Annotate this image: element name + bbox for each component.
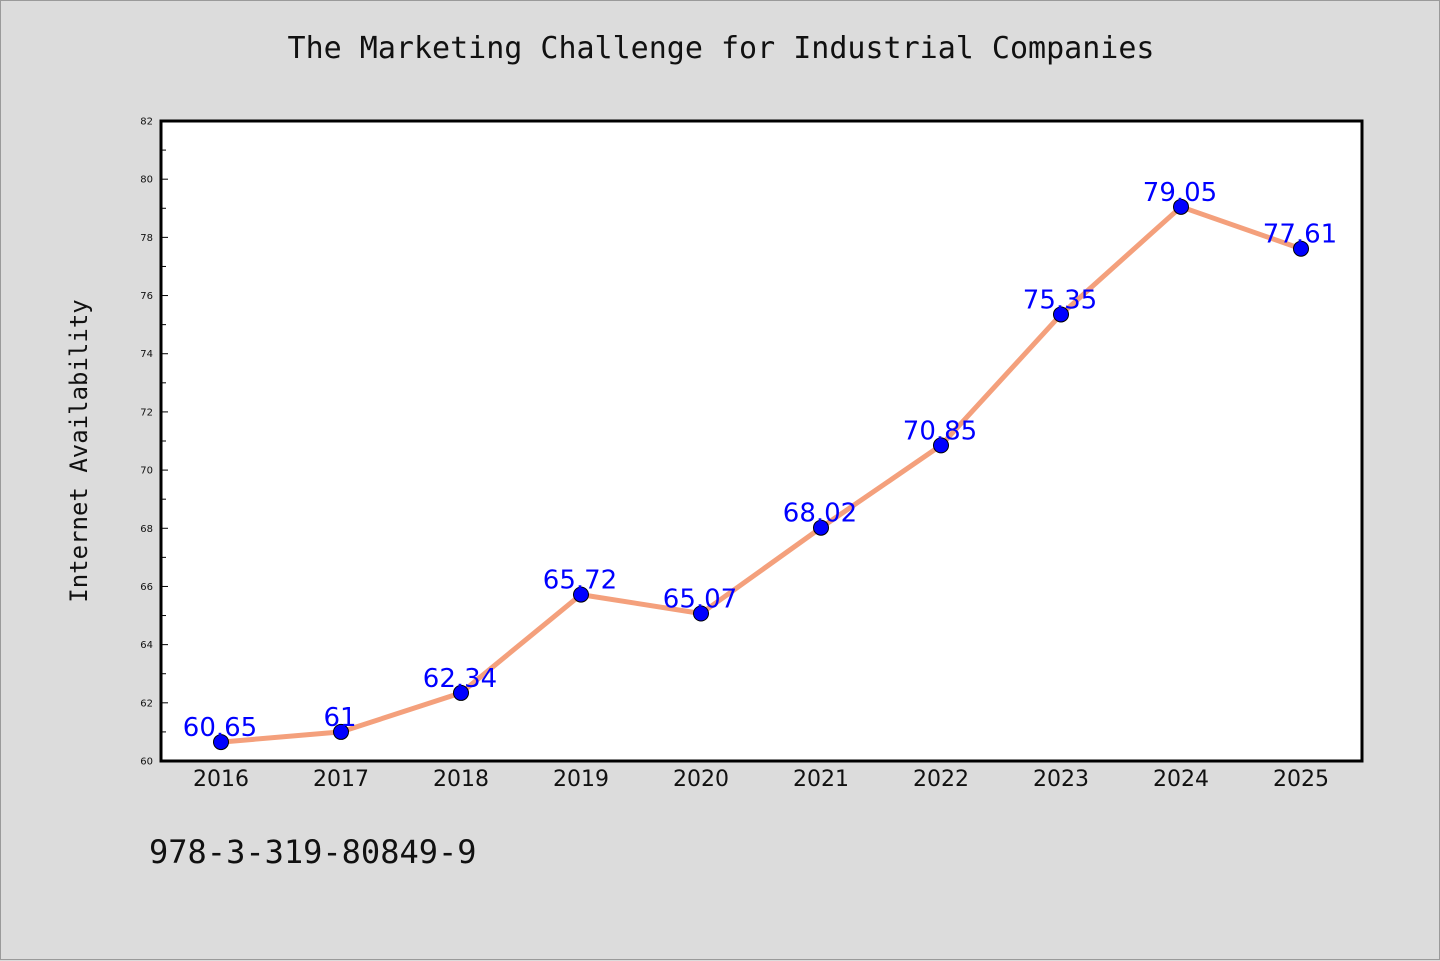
x-tick-label: 2025 (1273, 767, 1329, 792)
y-tick-label: 64 (140, 640, 153, 651)
chart-title: The Marketing Challenge for Industrial C… (287, 31, 1155, 66)
isbn-text: 978-3-319-80849-9 (149, 833, 477, 871)
y-tick-label: 60 (140, 757, 153, 768)
x-tick-label: 2019 (553, 767, 609, 792)
x-tick-label: 2024 (1153, 767, 1209, 792)
y-tick-label: 72 (140, 407, 153, 418)
y-tick-label: 78 (140, 233, 153, 244)
data-label: 70.85 (903, 416, 977, 446)
data-point (1173, 198, 1189, 215)
plot-background (161, 121, 1362, 761)
data-label: 75.35 (1023, 285, 1097, 315)
data-point (933, 437, 949, 454)
x-tick-label: 2018 (433, 767, 489, 792)
x-tick-label: 2016 (193, 767, 249, 792)
data-label: 68.02 (783, 499, 857, 529)
plot-area: 60 62 64 66 68 70 72 74 76 78 80 82 2016 2017 2018 2019… (140, 117, 1364, 792)
y-tick-label: 82 (140, 117, 153, 128)
y-tick-label: 70 (140, 466, 153, 477)
x-tick-label: 2017 (313, 767, 369, 792)
data-label: 62.34 (423, 664, 497, 694)
y-axis-label: Internet Availability (65, 299, 93, 602)
data-point (693, 605, 709, 622)
data-label: 77.61 (1263, 220, 1337, 250)
x-tick-label: 2020 (673, 767, 729, 792)
data-label: 65.72 (543, 566, 617, 596)
data-point (573, 586, 589, 603)
data-label: 61 (323, 703, 356, 733)
data-label: 60.65 (183, 713, 257, 743)
y-tick-label: 66 (140, 582, 153, 593)
data-label: 65.07 (663, 585, 737, 615)
y-tick-label: 80 (140, 175, 153, 186)
y-tick-label: 76 (140, 291, 153, 302)
data-point (453, 684, 469, 701)
data-label: 79.05 (1143, 178, 1217, 208)
x-tick-label: 2021 (793, 767, 849, 792)
data-point (333, 723, 349, 740)
data-point (1053, 306, 1069, 323)
y-tick-label: 62 (140, 698, 153, 709)
series-line (218, 204, 1304, 745)
data-point (213, 734, 229, 751)
x-tick-label: 2023 (1033, 767, 1089, 792)
data-point (1293, 240, 1309, 257)
x-tick-label: 2022 (913, 767, 969, 792)
y-tick-label: 74 (140, 349, 153, 360)
y-tick-label: 68 (140, 524, 153, 535)
data-point (813, 519, 829, 536)
